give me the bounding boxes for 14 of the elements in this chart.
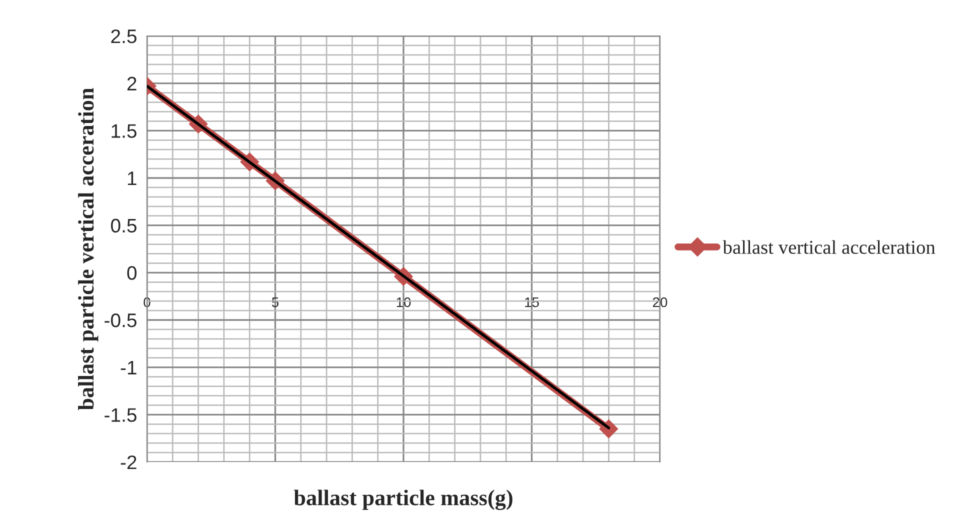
y-tick-label: 2 [127,76,136,90]
y-tick-label: -1 [120,361,136,374]
y-tick-label: -0.5 [104,313,136,328]
y-axis-title: ballast particle vertical acceration [78,88,98,410]
y-tick-label: 0.5 [111,218,136,233]
x-axis-title: ballast particle mass(g) [294,490,512,510]
y-tick-label: 1 [128,172,136,186]
y-tick-label: 2.5 [111,29,136,44]
y-tick-label: 1.5 [112,124,136,138]
legend-label: ballast vertical acceleration [722,240,936,254]
y-tick-label: -2 [120,455,136,470]
x-tick-label: 20 [652,297,668,308]
y-tick-label: 0 [127,266,137,280]
y-tick-label: -1.5 [104,408,136,422]
